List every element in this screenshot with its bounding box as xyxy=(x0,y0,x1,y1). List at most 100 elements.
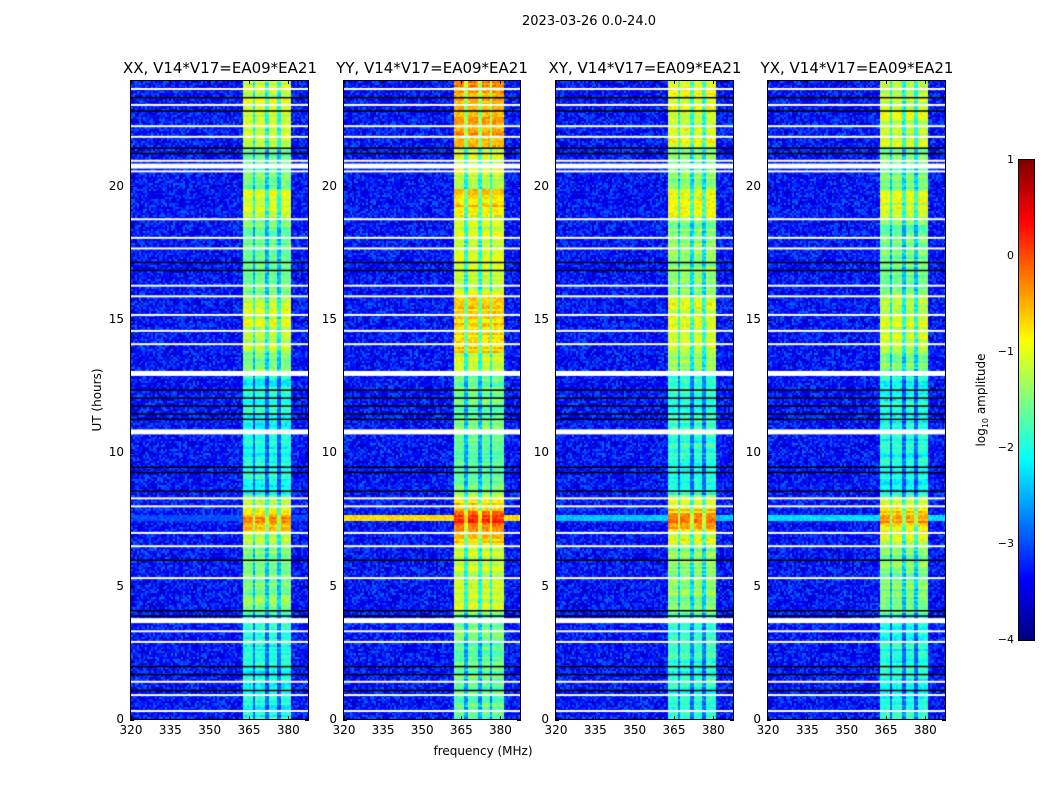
x-tick-mark xyxy=(209,80,211,84)
y-tick-mark xyxy=(555,452,559,454)
x-tick-label: 380 xyxy=(276,723,300,737)
colorbar-tick-label: −3 xyxy=(997,537,1014,550)
colorbar-label-rest: amplitude xyxy=(973,353,988,418)
x-tick-mark xyxy=(130,80,132,84)
heatmap-image-xx xyxy=(131,81,308,719)
colorbar-tick-label: −4 xyxy=(997,633,1014,646)
y-tick-mark xyxy=(305,719,309,721)
x-tick-mark xyxy=(460,716,462,720)
x-tick-label: 335 xyxy=(795,723,819,737)
x-tick-mark xyxy=(382,80,384,84)
y-tick-mark xyxy=(555,186,559,188)
y-tick-mark xyxy=(305,319,309,321)
x-tick-mark xyxy=(673,716,675,720)
x-tick-mark xyxy=(846,716,848,720)
y-tick-mark xyxy=(942,719,946,721)
heatmap-panel-xy xyxy=(555,80,734,720)
x-tick-mark xyxy=(594,716,596,720)
x-tick-mark xyxy=(846,80,848,84)
x-axis-label: frequency (MHz) xyxy=(433,744,533,758)
y-tick-mark xyxy=(130,586,134,588)
x-tick-mark xyxy=(130,716,132,720)
x-tick-mark xyxy=(806,716,808,720)
y-tick-mark xyxy=(305,452,309,454)
y-tick-mark xyxy=(343,319,347,321)
x-tick-mark xyxy=(634,80,636,84)
y-tick-mark xyxy=(730,319,734,321)
y-tick-mark xyxy=(517,452,521,454)
colorbar-tick-label: −1 xyxy=(997,345,1014,358)
x-tick-label: 335 xyxy=(158,723,182,737)
heatmap-image-yx xyxy=(768,81,945,719)
x-tick-mark xyxy=(287,80,289,84)
y-tick-label: 20 xyxy=(533,178,549,193)
y-tick-mark xyxy=(730,719,734,721)
y-tick-mark xyxy=(130,319,134,321)
y-tick-mark xyxy=(767,586,771,588)
x-tick-mark xyxy=(499,80,501,84)
heatmap-image-xy xyxy=(556,81,733,719)
colorbar-label-log: log xyxy=(973,428,988,447)
y-tick-mark xyxy=(517,186,521,188)
x-tick-mark xyxy=(343,716,345,720)
x-tick-mark xyxy=(209,716,211,720)
x-tick-label: 320 xyxy=(119,723,143,737)
y-tick-label: 0 xyxy=(753,712,761,726)
x-tick-label: 350 xyxy=(410,723,434,737)
x-tick-label: 350 xyxy=(198,723,222,737)
x-tick-mark xyxy=(712,80,714,84)
panel-title-yx: YX, V14*V17=EA09*EA21 xyxy=(760,59,954,77)
y-tick-label: 5 xyxy=(116,578,124,593)
x-tick-mark xyxy=(555,716,557,720)
y-tick-mark xyxy=(305,186,309,188)
y-tick-label: 0 xyxy=(541,712,549,726)
x-tick-label: 365 xyxy=(449,723,473,737)
x-tick-mark xyxy=(287,716,289,720)
x-tick-mark xyxy=(248,80,250,84)
x-tick-label: 320 xyxy=(332,723,356,737)
heatmap-panel-yy xyxy=(343,80,521,720)
y-tick-label: 0 xyxy=(116,712,124,726)
y-tick-mark xyxy=(555,719,559,721)
y-tick-label: 15 xyxy=(321,312,337,326)
x-tick-label: 335 xyxy=(583,723,607,737)
x-tick-mark xyxy=(499,716,501,720)
y-axis-label: UT (hours) xyxy=(90,368,104,432)
y-tick-label: 10 xyxy=(533,445,549,460)
x-tick-mark xyxy=(634,716,636,720)
y-tick-mark xyxy=(767,452,771,454)
x-tick-mark xyxy=(885,716,887,720)
y-tick-label: 20 xyxy=(321,178,337,193)
x-tick-mark xyxy=(421,80,423,84)
colorbar-tick-label: 1 xyxy=(1007,153,1014,166)
x-tick-mark xyxy=(767,80,769,84)
y-tick-label: 5 xyxy=(541,578,549,593)
y-tick-mark xyxy=(130,719,134,721)
y-tick-label: 15 xyxy=(745,312,761,326)
colorbar xyxy=(1018,159,1035,641)
x-tick-mark xyxy=(248,716,250,720)
y-tick-mark xyxy=(942,186,946,188)
x-tick-mark xyxy=(594,80,596,84)
x-tick-label: 380 xyxy=(488,723,512,737)
colorbar-label: log10 amplitude xyxy=(974,354,990,447)
x-tick-mark xyxy=(555,80,557,84)
x-tick-mark xyxy=(767,716,769,720)
y-tick-mark xyxy=(343,719,347,721)
y-tick-mark xyxy=(343,186,347,188)
y-tick-mark xyxy=(555,319,559,321)
panel-title-yy: YY, V14*V17=EA09*EA21 xyxy=(336,59,528,77)
x-tick-mark xyxy=(169,80,171,84)
y-tick-mark xyxy=(343,586,347,588)
y-tick-label: 5 xyxy=(329,578,337,593)
x-tick-label: 380 xyxy=(913,723,937,737)
y-tick-mark xyxy=(305,586,309,588)
y-tick-mark xyxy=(343,452,347,454)
x-tick-mark xyxy=(343,80,345,84)
y-tick-label: 5 xyxy=(753,578,761,593)
figure-suptitle: 2023-03-26 0.0-24.0 xyxy=(522,14,656,29)
colorbar-gradient xyxy=(1019,160,1034,640)
y-tick-label: 10 xyxy=(745,445,761,460)
x-tick-mark xyxy=(673,80,675,84)
x-tick-mark xyxy=(460,80,462,84)
